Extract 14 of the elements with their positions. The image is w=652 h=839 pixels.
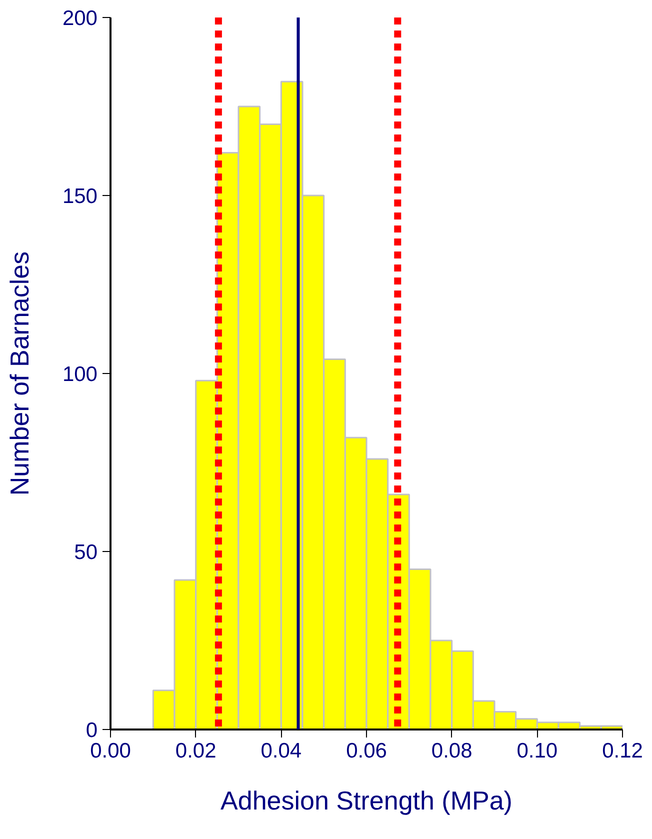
x-tick-label: 0.06 xyxy=(346,740,387,762)
x-tick-label: 0.00 xyxy=(90,740,131,762)
y-tick-label: 150 xyxy=(62,185,98,208)
y-tick-label: 50 xyxy=(74,541,98,564)
y-tick-label: 200 xyxy=(62,7,98,30)
x-axis-title: Adhesion Strength (MPa) xyxy=(220,786,512,816)
y-tick-label: 0 xyxy=(86,719,98,742)
y-axis-title: Number of Barnacles xyxy=(4,251,34,496)
x-tick-label: 0.12 xyxy=(602,740,643,762)
x-tick-label: 0.04 xyxy=(260,740,302,762)
x-tick-label: 0.08 xyxy=(431,740,472,762)
x-tick-label: 0.10 xyxy=(516,740,558,762)
x-tick-label: 0.02 xyxy=(175,740,216,762)
y-tick-label: 100 xyxy=(62,363,98,386)
